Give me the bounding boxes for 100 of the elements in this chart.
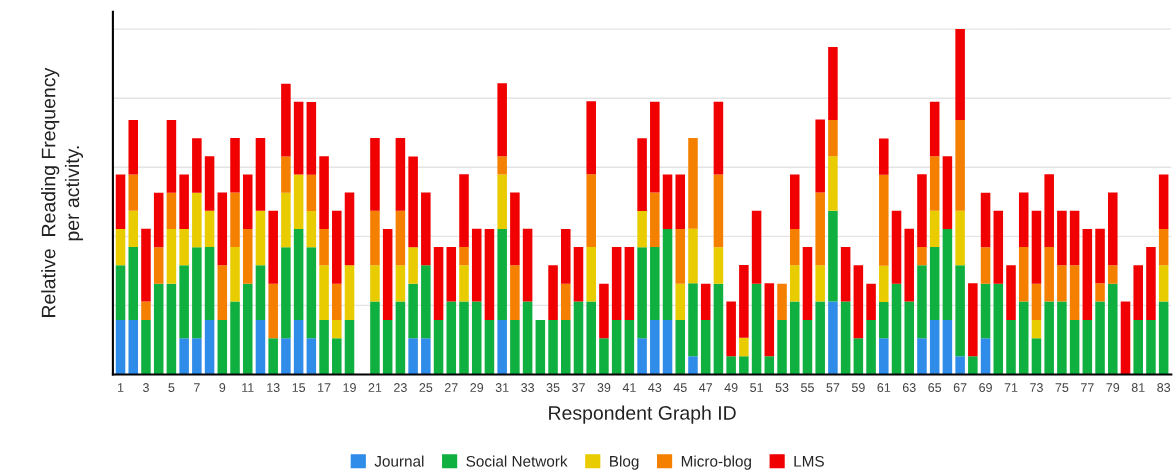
bar (561, 229, 571, 284)
bar (1044, 301, 1054, 375)
bar (879, 174, 889, 266)
bar (942, 156, 953, 230)
bar (370, 210, 380, 266)
bar (688, 356, 698, 375)
legend-label: Journal (374, 455, 424, 467)
bar (853, 338, 864, 375)
bar (726, 356, 736, 375)
bar (421, 338, 431, 375)
x-tick-label: 5 (168, 383, 175, 392)
bar (624, 247, 635, 320)
bar (281, 192, 291, 248)
x-tick-label: 17 (318, 383, 331, 392)
bar (917, 265, 927, 339)
bar (166, 192, 177, 230)
bar (866, 319, 876, 375)
bar (1069, 210, 1080, 266)
x-tick-label: 43 (648, 383, 662, 392)
bar (802, 247, 813, 320)
bar (319, 265, 329, 320)
bar (535, 319, 546, 375)
bar (1044, 247, 1054, 302)
bar (1018, 301, 1029, 375)
bar (179, 338, 189, 375)
bar (637, 247, 647, 339)
x-tick-label: 23 (394, 383, 407, 392)
bar (1146, 247, 1156, 320)
bar (306, 338, 317, 375)
x-tick-label: 83 (1157, 383, 1171, 392)
bar (599, 283, 609, 339)
bar (344, 192, 355, 266)
bar (1108, 283, 1118, 375)
bar (637, 211, 647, 248)
bar (332, 210, 342, 284)
x-tick-label: 79 (1106, 383, 1120, 392)
bar (586, 101, 596, 175)
bar (471, 228, 482, 302)
bar (242, 229, 253, 284)
bar (382, 319, 393, 375)
bar (459, 247, 469, 266)
bar (510, 319, 520, 375)
bar (561, 283, 571, 320)
bar (268, 210, 278, 284)
bar (204, 247, 215, 320)
bar (955, 356, 965, 375)
bar (561, 319, 571, 375)
bar (204, 319, 215, 375)
bar (828, 210, 838, 302)
bar (929, 319, 940, 375)
x-tick-label: 49 (724, 383, 738, 392)
bar (217, 192, 228, 266)
x-tick-label: 15 (292, 383, 306, 392)
x-tick-label: 59 (851, 383, 865, 392)
bar (522, 228, 533, 302)
bar (764, 283, 775, 357)
bar (789, 301, 800, 375)
x-tick-label: 7 (194, 383, 200, 392)
bar (204, 156, 215, 211)
x-tick-label: 1 (118, 383, 124, 392)
bar (281, 247, 291, 339)
bar (650, 192, 660, 248)
bar (192, 247, 202, 339)
bar (599, 338, 609, 375)
bar (153, 192, 164, 248)
bar (179, 174, 189, 230)
bar (192, 138, 202, 193)
bar (255, 137, 266, 211)
bar (1158, 229, 1169, 266)
bar (675, 229, 686, 284)
bar (828, 47, 838, 120)
bar (395, 301, 406, 375)
bar (1044, 174, 1054, 248)
bar (1108, 265, 1118, 284)
bar (980, 283, 991, 339)
bar (713, 101, 724, 175)
bar (421, 192, 431, 266)
bar (281, 156, 291, 193)
bar (879, 301, 889, 339)
bar (815, 192, 825, 266)
x-tick-label: 27 (444, 383, 458, 392)
bar (395, 265, 406, 302)
bar (650, 319, 660, 375)
bar (980, 192, 991, 248)
bar (1082, 229, 1093, 320)
bar (319, 156, 329, 230)
bar (840, 301, 851, 375)
bar (662, 174, 673, 230)
bar (166, 119, 177, 193)
legend-label: Social Network (466, 455, 568, 467)
bar (522, 301, 533, 375)
bar (1158, 265, 1169, 302)
bar (1057, 265, 1067, 302)
bar (815, 119, 825, 193)
bar (637, 138, 647, 212)
bar (840, 247, 851, 302)
bar (573, 301, 584, 375)
x-tick-label: 33 (521, 383, 535, 392)
bar (688, 137, 698, 229)
bar (395, 210, 406, 266)
